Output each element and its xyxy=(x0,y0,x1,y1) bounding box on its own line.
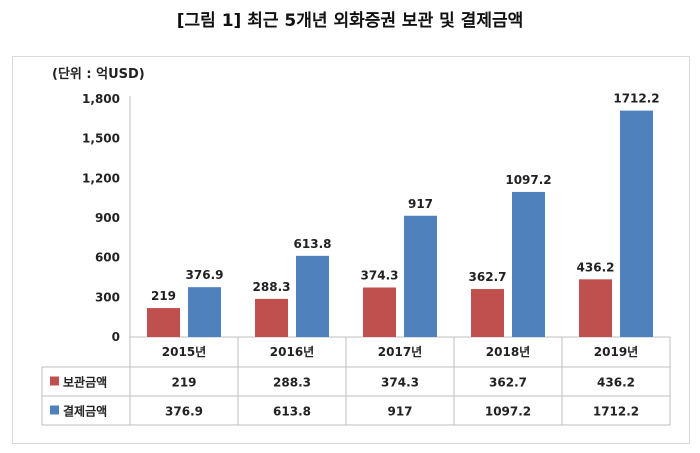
x-tick-label: 2018년 xyxy=(486,345,530,359)
legend-swatch xyxy=(50,376,59,386)
bar-data-label: 436.2 xyxy=(577,260,615,274)
bar-storage xyxy=(579,279,612,337)
y-tick-group: 0 300 600 900 1,200 1,500 1,800 xyxy=(82,92,120,344)
bar-storage xyxy=(363,287,396,337)
bar-data-label: 374.3 xyxy=(361,269,399,283)
table-cell: 1097.2 xyxy=(485,405,531,419)
bar-data-label: 917 xyxy=(408,197,433,211)
y-tick-label: 0 xyxy=(112,330,120,344)
table-cell: 917 xyxy=(387,405,412,419)
bar-data-label: 1097.2 xyxy=(505,173,551,187)
y-tick-label: 600 xyxy=(95,251,120,265)
bar-settlement xyxy=(296,255,329,337)
bar-data-label: 288.3 xyxy=(253,280,291,294)
y-tick-label: 1,200 xyxy=(82,171,120,185)
x-tick-label: 2019년 xyxy=(594,345,638,359)
table-cell: 219 xyxy=(171,376,196,390)
bar-settlement xyxy=(404,215,437,337)
table-cell: 362.7 xyxy=(489,376,527,390)
bar-storage xyxy=(147,308,180,337)
bar-settlement xyxy=(512,191,545,337)
bar-storage xyxy=(471,289,504,337)
bar-data-label: 219 xyxy=(151,289,176,303)
table-cell: 288.3 xyxy=(273,376,311,390)
x-tick-label: 2015년 xyxy=(162,345,206,359)
bar-storage xyxy=(255,298,288,337)
bar-data-label: 1712.2 xyxy=(613,92,659,106)
table-cell: 374.3 xyxy=(381,376,419,390)
table-cell: 1712.2 xyxy=(593,405,639,419)
bar-settlement xyxy=(188,287,221,337)
table-cell: 436.2 xyxy=(597,376,635,390)
bar-data-label: 613.8 xyxy=(294,237,332,251)
unit-label: (단위 : 억USD) xyxy=(52,66,145,82)
bar-group: 219 288.3 374.3 362.7 436.2 376.9 613.8 917 1097… xyxy=(147,92,660,338)
y-tick-label: 300 xyxy=(95,290,120,304)
table-cell: 376.9 xyxy=(165,405,203,419)
legend-label: 결제금액 xyxy=(63,404,107,419)
legend-label: 보관금액 xyxy=(63,375,107,390)
x-tick-label: 2016년 xyxy=(270,345,314,359)
chart-frame xyxy=(12,56,690,444)
legend-swatch xyxy=(50,405,59,415)
bar-data-label: 376.9 xyxy=(186,268,224,282)
figure-title: [그림 1] 최근 5개년 외화증권 보관 및 결제금액 xyxy=(176,11,524,31)
y-tick-label: 1,800 xyxy=(82,92,120,106)
bar-data-label: 362.7 xyxy=(469,270,507,284)
y-tick-label: 900 xyxy=(95,211,120,225)
y-tick-label: 1,500 xyxy=(82,132,120,146)
table-cell: 613.8 xyxy=(273,405,311,419)
x-tick-label: 2017년 xyxy=(378,345,422,359)
bar-settlement xyxy=(620,110,653,338)
